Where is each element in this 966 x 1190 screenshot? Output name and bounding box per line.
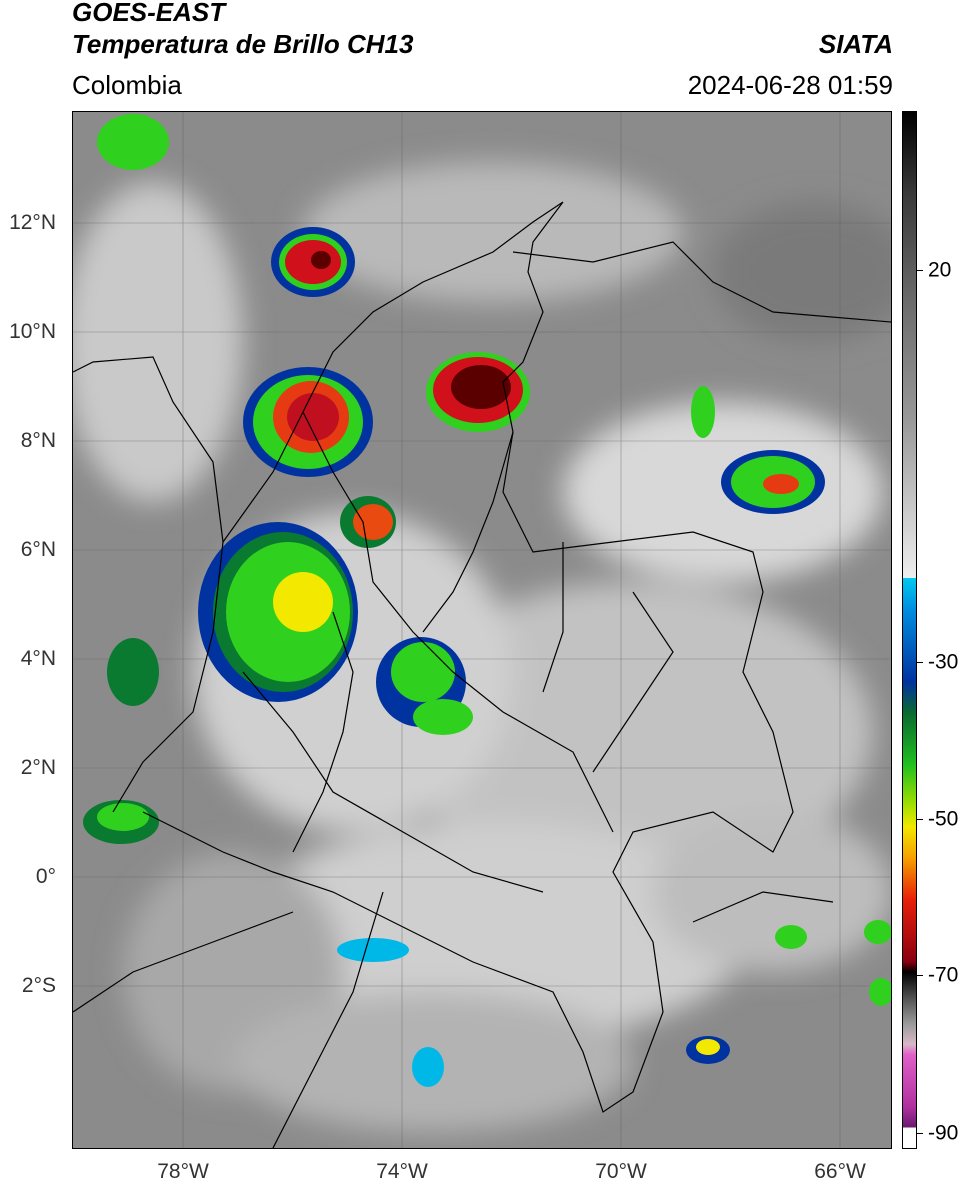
colorbar-tick-m30 (917, 662, 923, 663)
colorbar-tick-m90 (917, 1133, 923, 1134)
lat-label-12n: 12°N (9, 211, 56, 234)
colorbar-label-m90: -90 (928, 1121, 959, 1145)
map-canvas (73, 112, 891, 1148)
lat-label-6n: 6°N (20, 538, 56, 561)
colorbar-label-m30: -30 (928, 650, 959, 674)
organization-label: SIATA (818, 29, 893, 59)
colorbar-label-m50: -50 (928, 807, 959, 831)
colorbar-tick-20 (917, 270, 923, 271)
product-title: Temperatura de Brillo CH13 (72, 29, 414, 59)
colorbar-tick-m70 (917, 975, 923, 976)
colorbar-label-m70: -70 (928, 963, 959, 987)
colorbar-tick-m50 (917, 819, 923, 820)
temperature-colorbar (902, 111, 917, 1149)
satellite-map[interactable] (72, 111, 892, 1149)
lon-label-66w: 66°W (814, 1160, 866, 1183)
boundaries (73, 201, 891, 1148)
lat-label-8n: 8°N (20, 429, 56, 452)
lon-label-70w: 70°W (595, 1160, 647, 1183)
lat-label-2n: 2°N (20, 756, 56, 779)
convective-cells (83, 114, 891, 1087)
lon-label-78w: 78°W (157, 1160, 209, 1183)
lat-label-4n: 4°N (20, 647, 56, 670)
region-label: Colombia (72, 70, 182, 100)
lat-label-10n: 10°N (9, 320, 56, 343)
lat-label-0: 0° (35, 865, 56, 888)
lat-label-2s: 2°S (21, 974, 56, 997)
timestamp-label: 2024-06-28 01:59 (687, 70, 893, 100)
graticule (73, 112, 891, 1148)
lon-label-74w: 74°W (376, 1160, 428, 1183)
colorbar-label-20: 20 (928, 258, 952, 282)
satellite-title: GOES-EAST (72, 0, 226, 27)
